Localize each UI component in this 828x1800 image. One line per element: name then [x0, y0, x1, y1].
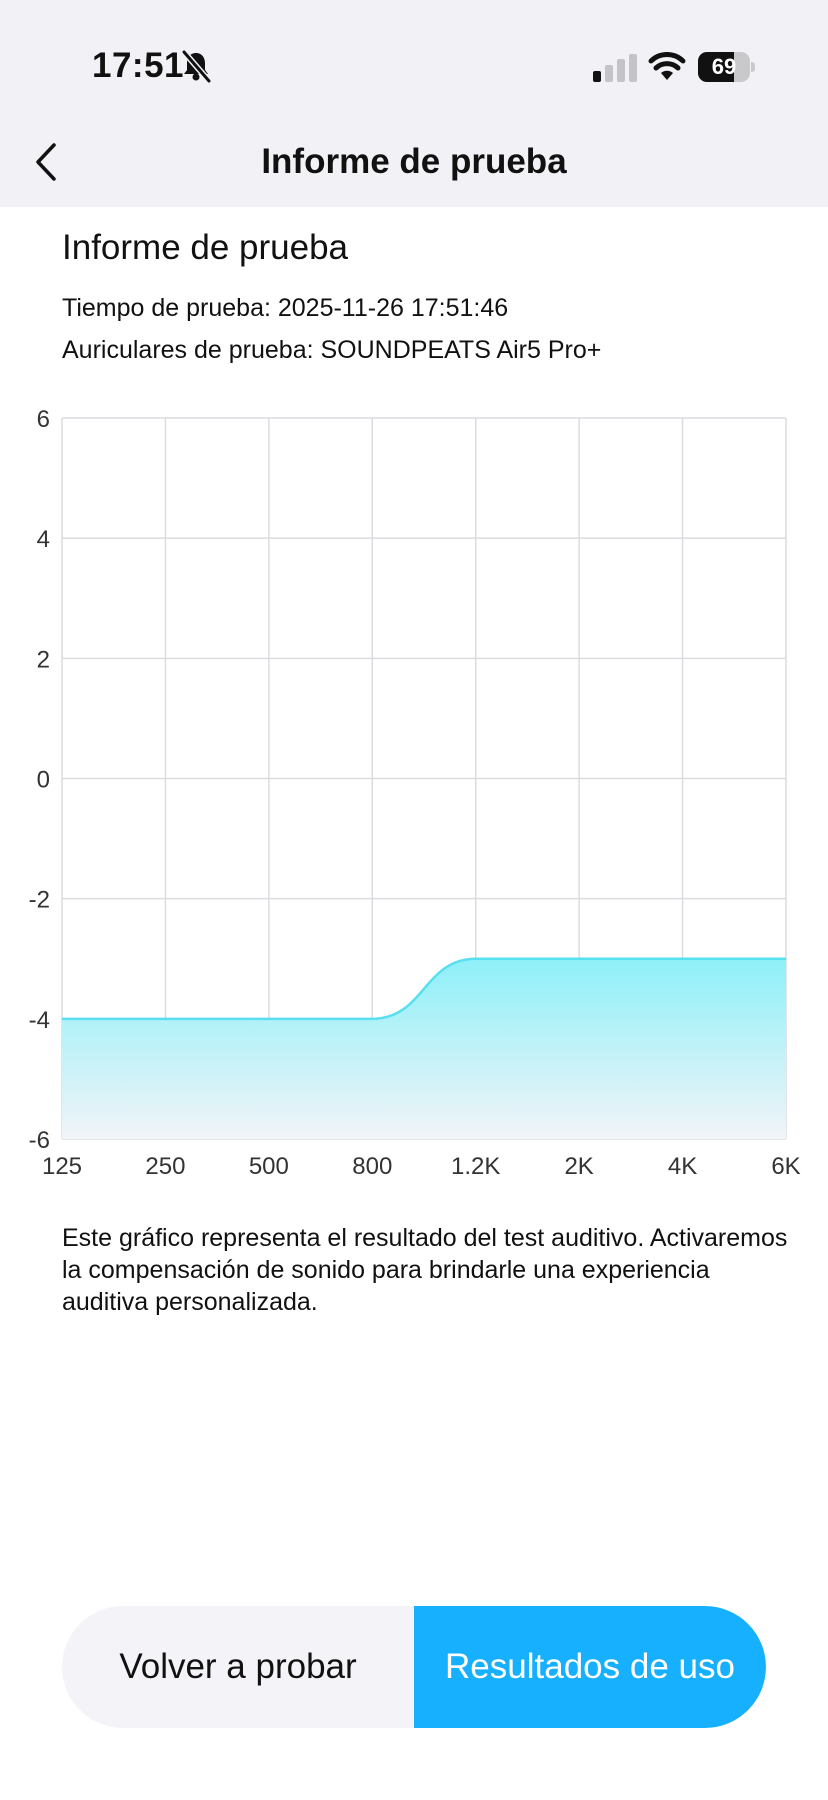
cellular-signal-icon — [593, 54, 637, 82]
retry-button[interactable]: Volver a probar — [119, 1647, 357, 1686]
x-tick-label: 4K — [668, 1153, 697, 1180]
test-time-text: Tiempo de prueba: 2025-11-26 17:51:46 — [62, 294, 509, 322]
x-tick-label: 6K — [771, 1153, 800, 1180]
y-tick-label: 2 — [37, 646, 50, 673]
chevron-left-icon — [36, 143, 56, 181]
chart-description: Este gráfico representa el resultado del… — [62, 1224, 788, 1316]
y-tick-label: -6 — [29, 1127, 50, 1154]
status-bar: 17:51 69 — [0, 0, 828, 120]
battery-icon: 69 — [698, 52, 756, 82]
battery-level: 69 — [711, 54, 737, 79]
y-tick-label: 6 — [37, 406, 50, 433]
y-tick-label: 0 — [37, 767, 50, 794]
x-tick-label: 800 — [352, 1153, 392, 1180]
x-tick-label: 250 — [145, 1153, 185, 1180]
y-tick-label: -2 — [29, 887, 50, 914]
test-headphones-text: Auriculares de prueba: SOUNDPEATS Air5 P… — [62, 336, 602, 364]
x-tick-label: 500 — [249, 1153, 289, 1180]
navigation-bar: Informe de prueba — [0, 120, 828, 207]
x-tick-label: 1.2K — [451, 1153, 500, 1180]
back-button[interactable] — [26, 138, 66, 186]
x-tick-label: 125 — [42, 1153, 82, 1180]
series-line — [61, 957, 786, 1021]
y-tick-label: -4 — [29, 1007, 50, 1034]
series-area — [62, 958, 786, 1139]
bell-slash-icon — [181, 50, 212, 83]
report-title: Informe de prueba — [62, 228, 349, 267]
page-title: Informe de prueba — [261, 142, 567, 181]
y-tick-label: 4 — [37, 526, 50, 553]
action-buttons: Volver a probar Resultados de uso — [62, 1606, 766, 1728]
header-area: 17:51 69 — [0, 0, 828, 207]
status-time: 17:51 — [92, 46, 185, 85]
wifi-icon — [648, 52, 686, 80]
x-tick-label: 2K — [564, 1153, 593, 1180]
use-results-button[interactable]: Resultados de uso — [414, 1606, 766, 1728]
